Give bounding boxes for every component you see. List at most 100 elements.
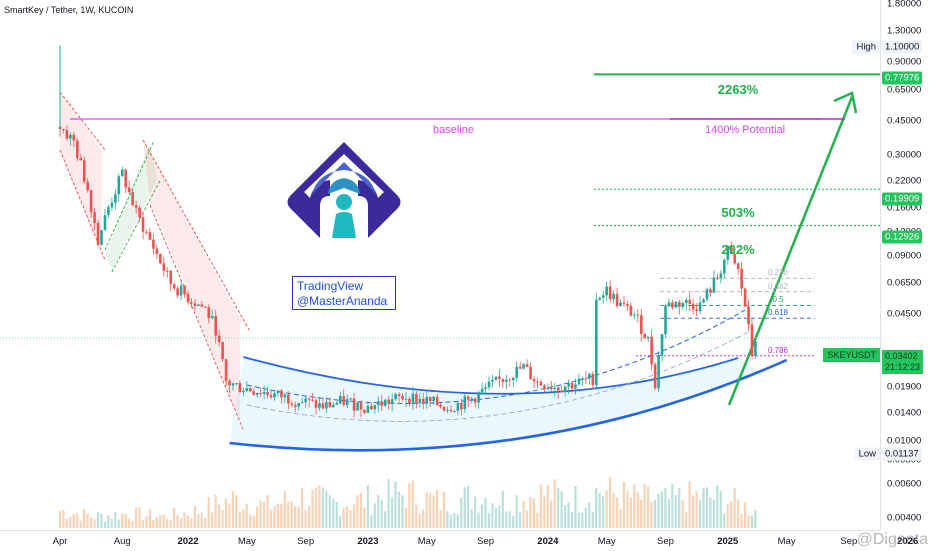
price-tick: 0.00400: [887, 512, 922, 524]
volume-bar: [138, 507, 141, 528]
candle-body: [598, 297, 602, 300]
candle-body: [681, 302, 685, 307]
volume-bar: [411, 480, 414, 528]
target-2263-label: 2263%: [717, 82, 759, 97]
high-label: High: [852, 40, 880, 54]
candle-body: [518, 366, 522, 369]
volume-bar: [671, 484, 674, 528]
candle-body: [186, 294, 190, 303]
candle-body: [342, 396, 346, 405]
price-axis[interactable]: 1.80000 1.30000 0.90000 0.65000 0.45000 0.300…: [880, 0, 932, 530]
volume-bar: [134, 507, 138, 528]
time-tick: 2025: [717, 536, 739, 547]
candle-body: [321, 403, 325, 409]
candle-body: [536, 381, 539, 383]
volume-bar: [152, 519, 155, 528]
time-tick: Apr: [52, 536, 68, 547]
candle-body: [581, 378, 584, 380]
candle-body: [698, 302, 702, 311]
chart-canvas[interactable]: [0, 0, 880, 530]
candle-body: [79, 157, 83, 161]
candle-body: [435, 396, 439, 405]
volume-bar: [72, 513, 75, 528]
candle-body: [494, 376, 498, 380]
volume-bar: [650, 502, 653, 528]
trend-channels: [59, 91, 858, 452]
candle-body: [280, 390, 283, 398]
candle-body: [345, 399, 349, 405]
candle-body: [332, 404, 335, 408]
candle-body: [249, 388, 252, 392]
volume-bar: [529, 497, 532, 528]
volume-bar: [446, 511, 449, 528]
volume-bar: [612, 492, 615, 528]
candle-body: [276, 390, 280, 394]
volume-bar: [543, 495, 546, 528]
volume-bar: [695, 491, 698, 528]
candle-body: [131, 192, 134, 206]
candle-body: [577, 378, 581, 385]
volume-bar: [321, 487, 324, 528]
volume-bar: [249, 514, 252, 528]
volume-bar: [512, 515, 515, 528]
candle-body: [747, 306, 750, 325]
volume-bar: [266, 495, 269, 528]
candle-body: [556, 387, 560, 391]
candle-body: [560, 390, 563, 392]
volume-bar: [667, 498, 670, 528]
price-tick: 1.30000: [887, 25, 922, 37]
price-tick: 1.80000: [887, 0, 922, 10]
fib-label: 0.236: [767, 268, 789, 278]
volume-bar: [294, 506, 297, 528]
candle-body: [103, 215, 107, 231]
candle-body: [553, 387, 557, 390]
candle-body: [197, 304, 200, 306]
volume-bar: [273, 506, 276, 528]
volume-bar: [325, 490, 328, 528]
candle-body: [231, 383, 235, 386]
candle-body: [460, 402, 463, 410]
candle-body: [304, 398, 307, 403]
candle-body: [588, 373, 591, 379]
volume-bar: [169, 520, 172, 528]
candle-body: [255, 393, 259, 395]
candle-body: [401, 395, 404, 400]
volume-bar: [709, 497, 712, 528]
volume-bar: [200, 512, 203, 528]
volume-bar: [110, 518, 113, 528]
volume-bar: [733, 487, 736, 528]
volume-bar: [172, 507, 176, 528]
candle-body: [318, 403, 321, 408]
volume-bar: [339, 516, 342, 528]
candle-body: [653, 364, 657, 389]
candle-body: [159, 254, 162, 264]
volume-bar: [231, 490, 234, 528]
candle-body: [228, 381, 231, 386]
volume-bar: [546, 484, 549, 528]
candle-body: [480, 388, 484, 393]
volume-bar: [425, 491, 428, 528]
volume-bar: [442, 491, 446, 528]
price-tick: 0.22000: [887, 175, 922, 187]
candle-body: [217, 335, 221, 343]
candle-body: [712, 277, 716, 293]
volume-bar: [626, 491, 629, 528]
volume-bar: [643, 483, 646, 528]
bear-channel-2-top: [142, 139, 251, 333]
candle-body: [501, 378, 505, 382]
volume-bar: [487, 512, 491, 528]
candle-body: [314, 400, 318, 408]
candle-body: [200, 304, 204, 307]
volume-bar: [238, 511, 241, 528]
time-axis[interactable]: Apr Aug 2022 May Sep 2023 May Sep 2024 May Sep 2025…: [0, 530, 918, 551]
volume-bar: [740, 513, 743, 528]
candle-body: [242, 391, 245, 393]
volume-bar: [415, 504, 418, 528]
candle-body: [539, 381, 543, 386]
volume-bar: [100, 513, 103, 528]
last-price-tag: 0.03402 21:12:23: [882, 350, 924, 374]
fib-label: 0.5: [772, 295, 784, 305]
volume-bar: [114, 512, 117, 528]
volume-bar: [352, 504, 356, 528]
candle-body: [584, 378, 588, 380]
